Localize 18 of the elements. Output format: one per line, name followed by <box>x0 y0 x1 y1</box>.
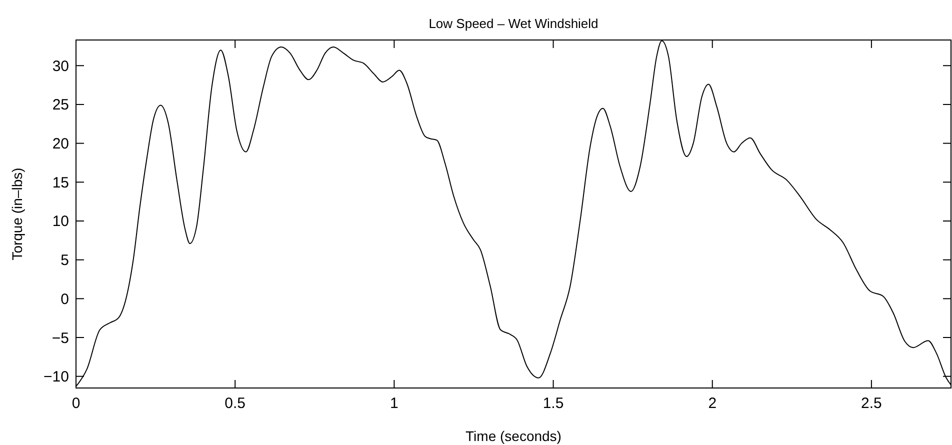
x-axis-title: Time (seconds) <box>466 428 562 444</box>
x-tick-label: 2.5 <box>861 395 882 412</box>
x-tick-label: 2 <box>708 395 717 412</box>
y-tick-label: 10 <box>52 213 69 230</box>
y-tick-label: 15 <box>52 174 69 192</box>
y-tick-label: 5 <box>60 252 69 270</box>
x-tick-label: 0 <box>72 395 80 412</box>
y-tick-label: 30 <box>52 58 69 75</box>
x-tick-label: 1 <box>390 395 398 412</box>
y-tick-label: 0 <box>60 290 69 308</box>
y-tick-label: −5 <box>52 330 69 347</box>
x-tick-label: 1.5 <box>542 395 564 412</box>
chart-title: Low Speed – Wet Windshield <box>428 16 598 31</box>
y-axis-title: Torque (in–lbs) <box>9 168 25 260</box>
x-tick-label: 0.5 <box>224 395 246 412</box>
y-tick-label: 20 <box>52 136 69 153</box>
y-tick-label: 25 <box>52 96 69 114</box>
y-tick-label: −10 <box>44 368 69 386</box>
